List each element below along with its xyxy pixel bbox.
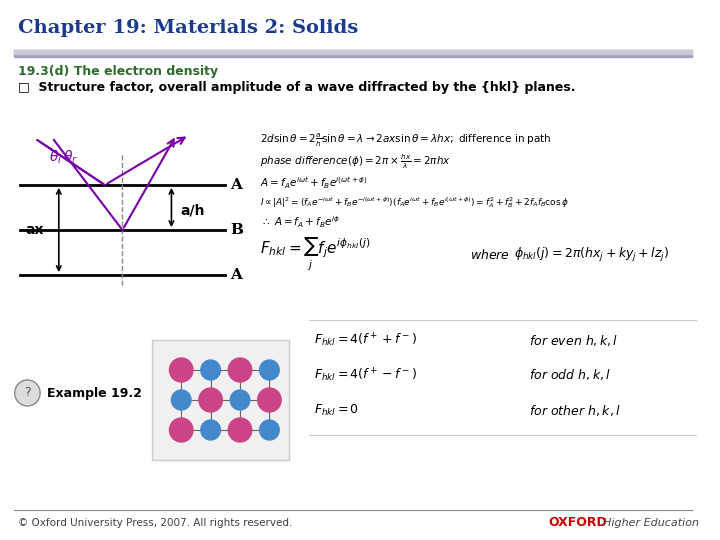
Text: $I \propto |A|^2 = (f_A e^{-i\omega t} + f_B e^{-i(\omega t+\phi)})(f_A e^{i\ome: $I \propto |A|^2 = (f_A e^{-i\omega t} +… (260, 195, 569, 211)
Circle shape (258, 388, 282, 412)
Text: $F_{hkl} = 4(f^+ - f^-)$: $F_{hkl} = 4(f^+ - f^-)$ (313, 366, 416, 384)
Text: □  Structure factor, overall amplitude of a wave diffracted by the {hkl} planes.: □ Structure factor, overall amplitude of… (17, 82, 575, 94)
Text: ?: ? (24, 387, 31, 400)
Text: ax: ax (25, 223, 43, 237)
Circle shape (169, 358, 193, 382)
Text: $for\ other\ h,k,l$: $for\ other\ h,k,l$ (529, 402, 621, 417)
Circle shape (199, 388, 222, 412)
Text: © Oxford University Press, 2007. All rights reserved.: © Oxford University Press, 2007. All rig… (17, 518, 292, 528)
Text: $F_{hkl} = 4(f^+ + f^-)$: $F_{hkl} = 4(f^+ + f^-)$ (313, 332, 416, 349)
Circle shape (228, 418, 252, 442)
Circle shape (171, 390, 191, 410)
Text: $for\ odd\ h,k,l$: $for\ odd\ h,k,l$ (529, 368, 611, 382)
Bar (14, 50, 692, 54)
Circle shape (14, 380, 40, 406)
Text: $for\ even\ h,k,l$: $for\ even\ h,k,l$ (529, 333, 618, 348)
Circle shape (260, 420, 279, 440)
Text: A: A (230, 178, 242, 192)
Text: Chapter 19: Materials 2: Solids: Chapter 19: Materials 2: Solids (17, 19, 358, 37)
Bar (152, 340, 289, 460)
Text: OXFORD: OXFORD (549, 516, 608, 530)
Text: $2d\sin\theta = 2\frac{a}{h}\sin\theta = \lambda \rightarrow 2ax\sin\theta = \la: $2d\sin\theta = 2\frac{a}{h}\sin\theta =… (260, 131, 552, 148)
Text: $phase\ difference(\phi) = 2\pi \times \frac{hx}{\lambda} = 2\pi hx$: $phase\ difference(\phi) = 2\pi \times \… (260, 153, 451, 171)
Bar (14, 50, 692, 57)
Text: $\phi_{hkl}(j) = 2\pi(hx_j + ky_j + lz_j)$: $\phi_{hkl}(j) = 2\pi(hx_j + ky_j + lz_j… (514, 246, 670, 264)
Text: a/h: a/h (181, 204, 205, 218)
Text: 19.3(d) The electron density: 19.3(d) The electron density (17, 65, 217, 78)
Text: $A = f_A e^{i\omega t} + f_B e^{i(\omega t + \phi)}$: $A = f_A e^{i\omega t} + f_B e^{i(\omega… (260, 175, 367, 191)
Circle shape (228, 358, 252, 382)
Text: $where$: $where$ (470, 248, 510, 262)
Text: $F_{hkl} = 0$: $F_{hkl} = 0$ (313, 402, 359, 417)
Circle shape (260, 360, 279, 380)
Text: B: B (230, 223, 243, 237)
Text: $\theta_r$: $\theta_r$ (63, 149, 78, 166)
Circle shape (201, 360, 220, 380)
Circle shape (169, 418, 193, 442)
Text: $F_{hkl} = \sum_j f_j e^{i\phi_{hkl}(j)}$: $F_{hkl} = \sum_j f_j e^{i\phi_{hkl}(j)}… (260, 237, 370, 273)
Text: A: A (230, 268, 242, 282)
Text: $\therefore\ A = f_A + f_B e^{i\phi}$: $\therefore\ A = f_A + f_B e^{i\phi}$ (260, 214, 340, 230)
Text: Higher Education: Higher Education (603, 518, 698, 528)
Text: $\theta_i$: $\theta_i$ (49, 149, 62, 166)
Circle shape (230, 390, 250, 410)
Text: Example 19.2: Example 19.2 (47, 387, 142, 400)
Circle shape (201, 420, 220, 440)
